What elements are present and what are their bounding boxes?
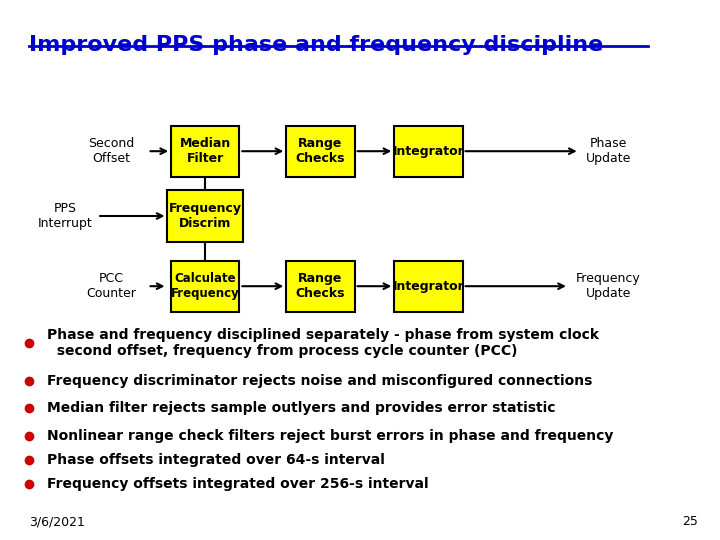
Text: Second
Offset: Second Offset [89, 137, 135, 165]
Text: PPS
Interrupt: PPS Interrupt [37, 202, 92, 230]
Text: 25: 25 [683, 515, 698, 528]
Text: Frequency
Update: Frequency Update [576, 272, 641, 300]
Text: Improved PPS phase and frequency discipline: Improved PPS phase and frequency discipl… [29, 35, 603, 55]
Text: Frequency discriminator rejects noise and misconfigured connections: Frequency discriminator rejects noise an… [47, 374, 592, 388]
Text: Median
Filter: Median Filter [179, 137, 231, 165]
Text: Range
Checks: Range Checks [296, 137, 345, 165]
Text: PCC
Counter: PCC Counter [86, 272, 137, 300]
FancyBboxPatch shape [171, 126, 239, 177]
FancyBboxPatch shape [287, 261, 355, 312]
FancyBboxPatch shape [171, 261, 239, 312]
Text: Integrator: Integrator [392, 145, 464, 158]
Text: Frequency offsets integrated over 256-s interval: Frequency offsets integrated over 256-s … [47, 477, 428, 491]
Text: Calculate
Frequency: Calculate Frequency [171, 272, 240, 300]
Text: Nonlinear range check filters reject burst errors in phase and frequency: Nonlinear range check filters reject bur… [47, 429, 613, 443]
Text: Frequency
Discrim: Frequency Discrim [168, 202, 242, 230]
Text: Phase
Update: Phase Update [585, 137, 631, 165]
FancyBboxPatch shape [167, 191, 243, 241]
Text: Integrator: Integrator [392, 280, 464, 293]
Text: 3/6/2021: 3/6/2021 [29, 515, 85, 528]
Text: Phase offsets integrated over 64-s interval: Phase offsets integrated over 64-s inter… [47, 453, 384, 467]
FancyBboxPatch shape [395, 126, 462, 177]
Text: Range
Checks: Range Checks [296, 272, 345, 300]
FancyBboxPatch shape [287, 126, 355, 177]
FancyBboxPatch shape [395, 261, 462, 312]
Text: Phase and frequency disciplined separately - phase from system clock
  second of: Phase and frequency disciplined separate… [47, 328, 599, 358]
Text: Median filter rejects sample outlyers and provides error statistic: Median filter rejects sample outlyers an… [47, 401, 555, 415]
